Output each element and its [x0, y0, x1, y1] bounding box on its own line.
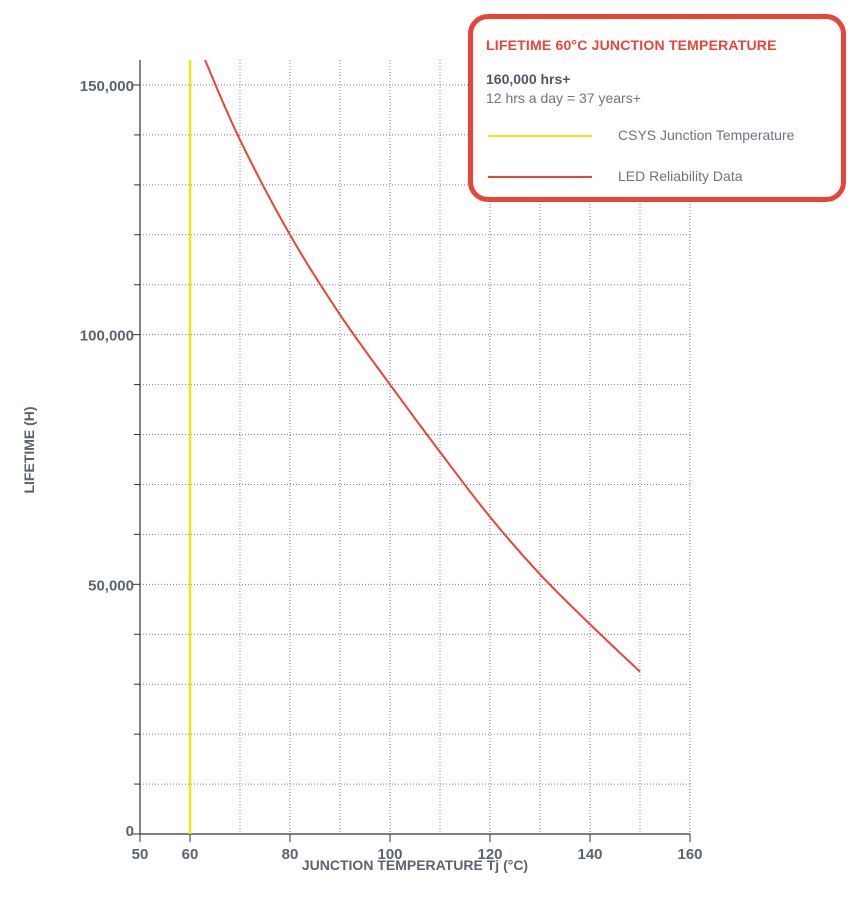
legend-swatch-led [488, 176, 592, 178]
legend-highlight: 160,000 hrs+ [486, 71, 571, 87]
tick-labels: 50 60 80 100 120 140 160 0 50,000 100,000 150,000 [80, 78, 703, 863]
legend-title: LIFETIME 60°C JUNCTION TEMPERATURE [486, 37, 777, 53]
x-tick-label: 120 [477, 846, 502, 863]
x-axis-title: JUNCTION TEMPERATURE Tj (°C) [302, 857, 528, 873]
y-axis-title: LIFETIME (H) [21, 406, 37, 493]
y-tick-label: 100,000 [80, 328, 134, 345]
x-tick-label: 160 [677, 846, 702, 863]
legend-box: LIFETIME 60°C JUNCTION TEMPERATURE 160,0… [468, 14, 846, 202]
axes [132, 60, 691, 842]
legend-swatch-csys [488, 135, 592, 137]
legend-note: 12 hrs a day = 37 years+ [486, 90, 641, 106]
x-tick-label: 100 [377, 846, 402, 863]
x-tick-label: 140 [577, 846, 602, 863]
series-line-led-reliability-data [204, 59, 641, 673]
y-tick-label: 150,000 [80, 78, 134, 95]
y-tick-label: 0 [126, 823, 134, 840]
legend-label-led: LED Reliability Data [618, 168, 743, 184]
legend-label-csys: CSYS Junction Temperature [618, 127, 795, 143]
y-tick-label: 50,000 [88, 577, 134, 594]
x-tick-label: 50 [132, 846, 149, 863]
x-tick-label: 80 [282, 846, 299, 863]
series-layer [188, 59, 641, 834]
x-tick-label: 60 [182, 846, 199, 863]
